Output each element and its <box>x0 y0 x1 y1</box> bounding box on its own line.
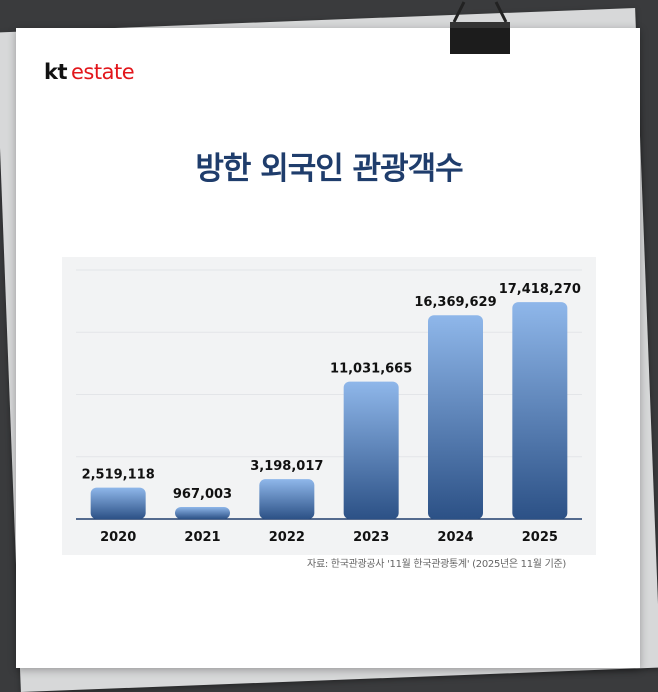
brand-estate: estate <box>71 60 135 84</box>
bar-2021 <box>175 506 230 519</box>
x-tick-label-2020: 2020 <box>100 530 136 545</box>
chart-title: 방한 외국인 관광객수 <box>195 151 463 187</box>
value-label-2020: 2,519,118 <box>82 468 155 483</box>
brand-kt: kt <box>44 60 68 84</box>
value-label-2023: 11,031,665 <box>330 362 412 377</box>
bar-2022 <box>259 479 315 519</box>
bar-2023 <box>343 381 399 519</box>
bar-2020 <box>90 487 146 519</box>
value-label-2025: 17,418,270 <box>499 282 581 297</box>
x-tick-label-2024: 2024 <box>437 530 473 545</box>
chart-area <box>62 257 596 555</box>
bar-2024 <box>428 315 483 519</box>
x-tick-label-2022: 2022 <box>269 530 305 545</box>
value-label-2022: 3,198,017 <box>250 459 323 474</box>
binder-clip-icon <box>450 1 510 54</box>
bar-2025 <box>512 302 568 519</box>
x-tick-label-2023: 2023 <box>353 530 389 545</box>
source-note: 자료: 한국관광공사 '11월 한국관광통계' (2025년은 11월 기준) <box>307 559 566 570</box>
value-label-2021: 967,003 <box>173 487 232 502</box>
x-tick-label-2021: 2021 <box>184 530 220 545</box>
brand-logo: kt estate <box>44 60 135 84</box>
bar-chart: 2,519,118 2020 967,003 2021 3,198,017 2022 11,… <box>76 269 582 545</box>
value-label-2024: 16,369,629 <box>414 295 496 310</box>
x-tick-label-2025: 2025 <box>522 530 558 545</box>
